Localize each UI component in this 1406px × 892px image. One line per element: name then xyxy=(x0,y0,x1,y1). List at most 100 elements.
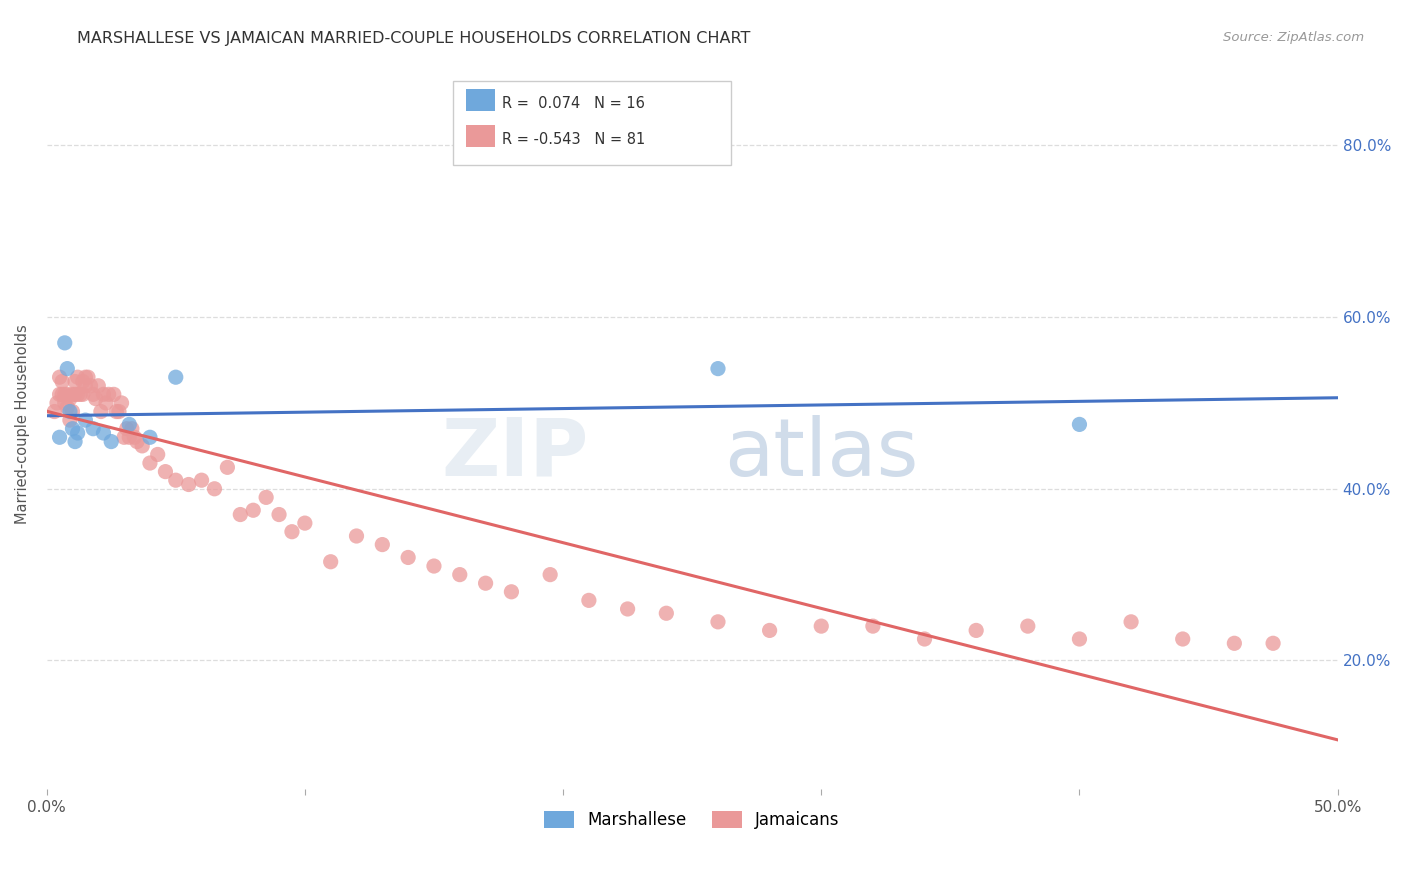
FancyBboxPatch shape xyxy=(453,81,731,165)
Point xyxy=(474,576,496,591)
Point xyxy=(66,425,89,440)
Point xyxy=(758,624,780,638)
Point xyxy=(53,387,76,401)
Point xyxy=(63,387,86,401)
Point xyxy=(707,361,730,376)
Legend: Marshallese, Jamaicans: Marshallese, Jamaicans xyxy=(537,804,846,836)
Point xyxy=(115,422,138,436)
Point xyxy=(1223,636,1246,650)
Point xyxy=(48,370,70,384)
Point xyxy=(396,550,419,565)
Point xyxy=(72,387,94,401)
Point xyxy=(914,632,936,646)
Point xyxy=(810,619,832,633)
Point xyxy=(165,473,187,487)
Point xyxy=(46,396,69,410)
Point xyxy=(1069,417,1091,432)
Point xyxy=(56,361,79,376)
Point xyxy=(118,417,141,432)
Point xyxy=(1119,615,1142,629)
Text: atlas: atlas xyxy=(724,415,918,492)
Point xyxy=(48,430,70,444)
Point xyxy=(862,619,884,633)
Point xyxy=(204,482,226,496)
Point xyxy=(59,392,82,406)
Point xyxy=(139,456,162,470)
Point xyxy=(75,370,97,384)
Text: ZIP: ZIP xyxy=(441,415,589,492)
Point xyxy=(229,508,252,522)
Point xyxy=(155,465,177,479)
Point xyxy=(1261,636,1284,650)
Point xyxy=(655,607,678,621)
Point xyxy=(1069,632,1091,646)
Point xyxy=(51,375,73,389)
Point xyxy=(66,370,89,384)
Point xyxy=(56,401,79,415)
Point xyxy=(105,404,128,418)
Point xyxy=(538,567,561,582)
Point xyxy=(100,434,122,449)
Bar xyxy=(467,125,495,147)
Point xyxy=(1171,632,1194,646)
Point xyxy=(281,524,304,539)
Point xyxy=(616,602,638,616)
Point xyxy=(254,491,277,505)
Point xyxy=(124,430,146,444)
Point xyxy=(112,430,135,444)
Point xyxy=(79,378,101,392)
Y-axis label: Married-couple Households: Married-couple Households xyxy=(15,325,30,524)
Point xyxy=(53,335,76,350)
Point xyxy=(77,370,100,384)
Point xyxy=(66,387,89,401)
Point xyxy=(371,538,394,552)
Point xyxy=(51,387,73,401)
Point xyxy=(63,434,86,449)
Point xyxy=(242,503,264,517)
Point xyxy=(59,413,82,427)
Point xyxy=(131,439,153,453)
Point xyxy=(82,387,104,401)
Point xyxy=(87,378,110,392)
Point xyxy=(44,404,66,418)
Text: MARSHALLESE VS JAMAICAN MARRIED-COUPLE HOUSEHOLDS CORRELATION CHART: MARSHALLESE VS JAMAICAN MARRIED-COUPLE H… xyxy=(77,31,751,46)
Point xyxy=(110,396,132,410)
Point xyxy=(146,447,169,461)
Point xyxy=(125,434,148,449)
Point xyxy=(217,460,239,475)
Point xyxy=(48,387,70,401)
Point xyxy=(190,473,212,487)
Point xyxy=(965,624,987,638)
Point xyxy=(75,413,97,427)
Bar xyxy=(467,89,495,111)
Point xyxy=(59,404,82,418)
Point xyxy=(62,387,84,401)
Point xyxy=(84,392,107,406)
Point xyxy=(121,422,143,436)
Point xyxy=(501,584,523,599)
Point xyxy=(93,387,115,401)
Point xyxy=(139,430,162,444)
Point xyxy=(94,396,117,410)
Point xyxy=(53,396,76,410)
Point xyxy=(97,387,120,401)
Point xyxy=(62,404,84,418)
Text: Source: ZipAtlas.com: Source: ZipAtlas.com xyxy=(1223,31,1364,45)
Point xyxy=(294,516,316,530)
Point xyxy=(578,593,600,607)
Point xyxy=(93,425,115,440)
Point xyxy=(63,375,86,389)
Text: R =  0.074   N = 16: R = 0.074 N = 16 xyxy=(502,95,645,111)
Point xyxy=(423,559,446,574)
Point xyxy=(319,555,342,569)
Point xyxy=(75,378,97,392)
Point xyxy=(267,508,290,522)
Point xyxy=(103,387,125,401)
Point xyxy=(56,387,79,401)
Point xyxy=(449,567,471,582)
Text: R = -0.543   N = 81: R = -0.543 N = 81 xyxy=(502,132,645,147)
Point xyxy=(165,370,187,384)
Point xyxy=(72,375,94,389)
Point xyxy=(118,430,141,444)
Point xyxy=(62,422,84,436)
